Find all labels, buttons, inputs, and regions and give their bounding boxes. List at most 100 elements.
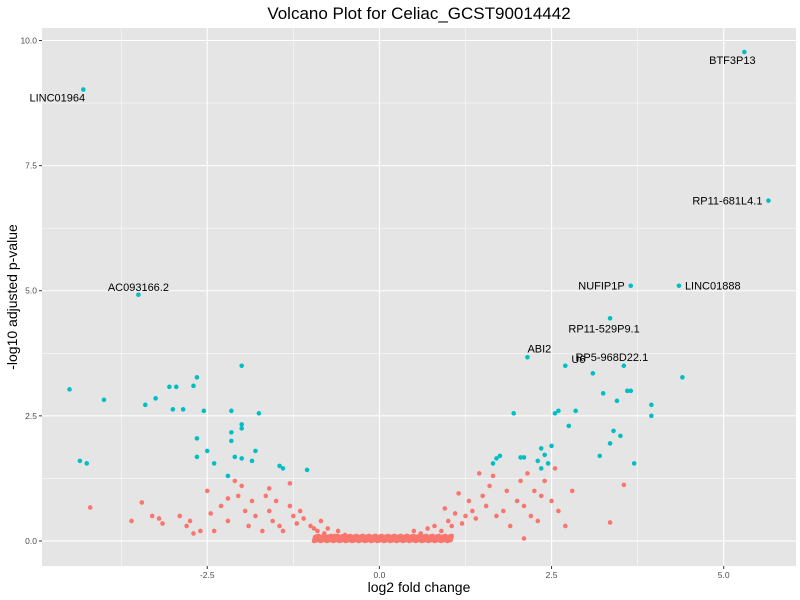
- data-point: [266, 486, 272, 491]
- data-point: [194, 436, 200, 441]
- data-point: [525, 471, 530, 476]
- data-point: [470, 508, 475, 514]
- data-point: [514, 498, 520, 504]
- data-point: [180, 407, 186, 412]
- data-point: [442, 506, 448, 511]
- data-point: [518, 455, 523, 460]
- data-point: [518, 478, 523, 484]
- data-point: [552, 411, 558, 416]
- data-point: [618, 433, 623, 439]
- data-point: [232, 478, 238, 484]
- data-point: [490, 461, 496, 466]
- y-tick-label: 0.0: [25, 536, 37, 546]
- data-point: [301, 516, 306, 521]
- x-tick-label: 5.0: [718, 570, 730, 580]
- data-point: [439, 528, 444, 534]
- x-tick-label: 2.5: [546, 570, 558, 580]
- data-point: [494, 456, 499, 461]
- data-point: [566, 423, 572, 429]
- data-point: [239, 456, 244, 461]
- data-point: [280, 528, 286, 534]
- data-point: [291, 513, 296, 519]
- data-point: [198, 528, 203, 534]
- data-point: [170, 407, 176, 412]
- data-point: [342, 532, 348, 538]
- axis-ticks: -2.5 0.0 2.5 5.0 0.0 2.5 5.0 7.5 10.0: [20, 36, 729, 580]
- data-point: [611, 428, 616, 434]
- data-point: [249, 458, 255, 464]
- data-point: [273, 498, 279, 504]
- data-point: [631, 461, 637, 466]
- data-point: [521, 503, 527, 509]
- data-point: [538, 493, 544, 499]
- data-point: [607, 441, 613, 446]
- data-point: [332, 533, 337, 539]
- data-point: [501, 508, 506, 514]
- point-label: LINC01964: [29, 93, 85, 105]
- point-labels: BTF3P13 LINC01964 RP11-681L4.1 AC093166.2 NU…: [29, 55, 762, 366]
- data-point: [287, 503, 293, 509]
- data-point: [607, 520, 613, 525]
- data-point: [87, 505, 93, 510]
- y-tick-label: 5.0: [25, 286, 37, 296]
- data-point: [549, 498, 554, 504]
- data-point: [525, 355, 530, 360]
- data-point: [621, 482, 627, 488]
- data-point: [538, 466, 544, 471]
- data-point: [266, 508, 272, 514]
- data-point: [528, 513, 534, 519]
- data-point: [466, 498, 472, 504]
- data-point: [649, 402, 654, 408]
- data-point: [463, 513, 468, 519]
- data-point: [535, 458, 541, 464]
- data-point: [614, 398, 620, 404]
- data-point: [129, 518, 134, 524]
- y-tick-label: 10.0: [20, 36, 37, 46]
- data-point: [680, 375, 685, 380]
- data-point: [256, 411, 262, 416]
- point-label: RP5-968D22.1: [575, 352, 648, 364]
- data-point: [552, 466, 558, 471]
- data-point: [504, 488, 510, 494]
- data-point: [490, 473, 496, 479]
- data-point: [204, 488, 210, 494]
- data-point: [532, 488, 537, 494]
- point-label: AC093166.2: [108, 282, 169, 294]
- data-point: [521, 455, 527, 460]
- data-point: [225, 496, 231, 501]
- data-point: [191, 531, 196, 536]
- point-label: LINC01888: [685, 281, 741, 293]
- data-point: [449, 533, 455, 539]
- data-point: [597, 453, 603, 459]
- data-point: [260, 528, 265, 534]
- data-point: [563, 523, 568, 529]
- x-axis-title: log2 fold change: [368, 579, 471, 595]
- data-point: [211, 461, 217, 466]
- data-point: [628, 388, 634, 394]
- data-point: [556, 408, 561, 414]
- data-point: [476, 471, 482, 476]
- data-point: [766, 198, 771, 203]
- data-point: [218, 503, 224, 509]
- data-point: [676, 283, 682, 289]
- data-point: [253, 513, 258, 519]
- data-point: [535, 518, 541, 524]
- data-point: [308, 523, 313, 529]
- data-point: [452, 511, 458, 516]
- data-point: [304, 467, 310, 473]
- data-point: [318, 518, 324, 524]
- data-point: [270, 518, 275, 524]
- data-point: [297, 508, 303, 514]
- data-point: [204, 448, 210, 454]
- data-point: [445, 518, 451, 524]
- data-point: [494, 513, 499, 519]
- data-points: [67, 49, 771, 544]
- data-point: [156, 516, 162, 521]
- data-point: [411, 528, 417, 534]
- data-point: [425, 526, 430, 531]
- data-point: [287, 481, 293, 486]
- x-tick-label: 0.0: [373, 570, 385, 580]
- y-tick-label: 2.5: [25, 411, 37, 421]
- data-point: [277, 523, 282, 529]
- data-point: [480, 493, 485, 499]
